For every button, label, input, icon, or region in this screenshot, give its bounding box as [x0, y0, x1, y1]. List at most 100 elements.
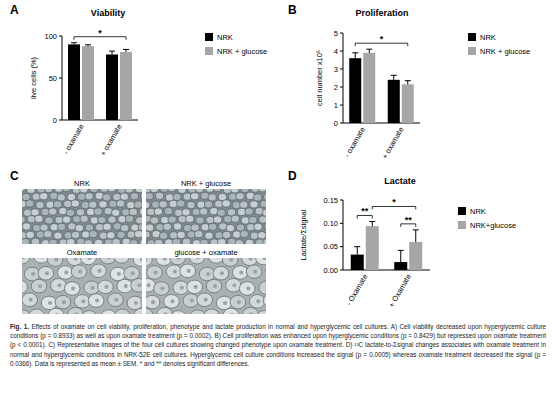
cell — [78, 193, 86, 200]
cell — [195, 189, 203, 193]
cell — [77, 238, 85, 244]
legend: NRK NRK + glucose — [468, 33, 530, 56]
nucleus — [121, 258, 125, 259]
cell — [95, 192, 103, 199]
cell — [182, 209, 190, 216]
cell — [33, 224, 41, 231]
nucleus — [117, 272, 121, 276]
bar-chart: AViability050100live cells (%)- oxamate+… — [10, 3, 267, 158]
cell — [231, 189, 239, 193]
y-tick-label: 0 — [53, 116, 57, 125]
significance-label: ** — [405, 215, 413, 225]
cell — [200, 239, 208, 244]
error-cap — [391, 75, 397, 76]
nucleus — [74, 258, 78, 261]
cell — [200, 208, 208, 215]
cell — [24, 267, 40, 281]
cell — [118, 216, 126, 223]
bar — [363, 53, 375, 123]
cell — [154, 282, 170, 296]
cell — [180, 264, 196, 278]
cell — [213, 266, 229, 280]
cell — [82, 231, 90, 238]
nucleus — [62, 300, 66, 304]
nucleus — [57, 283, 61, 287]
cell — [146, 308, 153, 314]
legend-label: NRK + glucose — [480, 47, 530, 56]
cell — [246, 265, 262, 279]
nucleus — [220, 271, 224, 275]
nucleus — [55, 313, 59, 314]
nucleus — [138, 283, 142, 287]
cell — [224, 216, 232, 223]
significance-bracket: ** — [401, 215, 416, 227]
nucleus — [194, 285, 198, 289]
x-tick-label: + Oxamate — [387, 273, 413, 309]
cell — [201, 224, 209, 231]
cell — [31, 209, 39, 216]
cell — [22, 280, 27, 294]
nucleus — [204, 298, 208, 302]
cell — [150, 217, 158, 224]
cell — [40, 193, 48, 200]
cell — [223, 189, 231, 193]
cell — [27, 216, 35, 223]
nucleus — [211, 314, 215, 315]
cell — [46, 201, 54, 208]
nucleus — [121, 314, 125, 315]
significance-bracket: * — [74, 28, 126, 40]
cell — [58, 223, 66, 230]
cell — [84, 281, 100, 295]
image-label: glucose + oxamate — [174, 248, 237, 257]
cell — [249, 295, 265, 309]
cell — [155, 192, 163, 199]
y-tick-label: 5 — [334, 29, 338, 38]
cell — [146, 231, 150, 238]
cell — [96, 224, 104, 231]
chart-title: Lactate — [384, 176, 416, 186]
legend-swatch — [205, 33, 213, 41]
y-tick-label: 0.15 — [323, 196, 338, 205]
image-background — [146, 189, 266, 244]
cell — [42, 240, 50, 244]
cell — [170, 232, 178, 239]
cell — [100, 189, 108, 192]
cell — [131, 224, 139, 231]
cell — [134, 308, 142, 314]
cell — [53, 201, 61, 208]
nucleus — [36, 314, 40, 315]
cell — [195, 231, 203, 238]
cell — [240, 201, 248, 208]
cell — [255, 208, 263, 215]
cell — [210, 239, 218, 244]
nucleus — [78, 270, 82, 274]
cell — [209, 258, 225, 263]
cell — [222, 231, 230, 238]
significance-label: * — [392, 197, 396, 207]
cell — [55, 295, 71, 309]
nucleus — [170, 299, 174, 303]
nucleus — [163, 258, 167, 261]
panel-label: B — [288, 3, 297, 17]
cell — [243, 307, 259, 314]
legend-label: NRK — [480, 33, 496, 42]
cell — [240, 231, 248, 238]
legend-swatch — [458, 207, 466, 215]
cell — [169, 200, 177, 207]
cell — [171, 311, 187, 314]
cell — [177, 231, 185, 238]
cell — [150, 189, 158, 193]
image-background — [22, 258, 142, 314]
legend-swatch — [458, 221, 466, 229]
cell — [218, 239, 226, 244]
cell — [146, 258, 152, 266]
error-cap — [352, 52, 358, 53]
cell — [49, 239, 57, 244]
y-tick-label: 1 — [334, 101, 338, 110]
image-content — [146, 258, 266, 314]
nucleus — [253, 270, 257, 274]
cell — [173, 281, 189, 295]
cell — [98, 216, 106, 223]
cell-image: glucose + oxamate — [137, 248, 301, 324]
bar — [409, 242, 422, 270]
